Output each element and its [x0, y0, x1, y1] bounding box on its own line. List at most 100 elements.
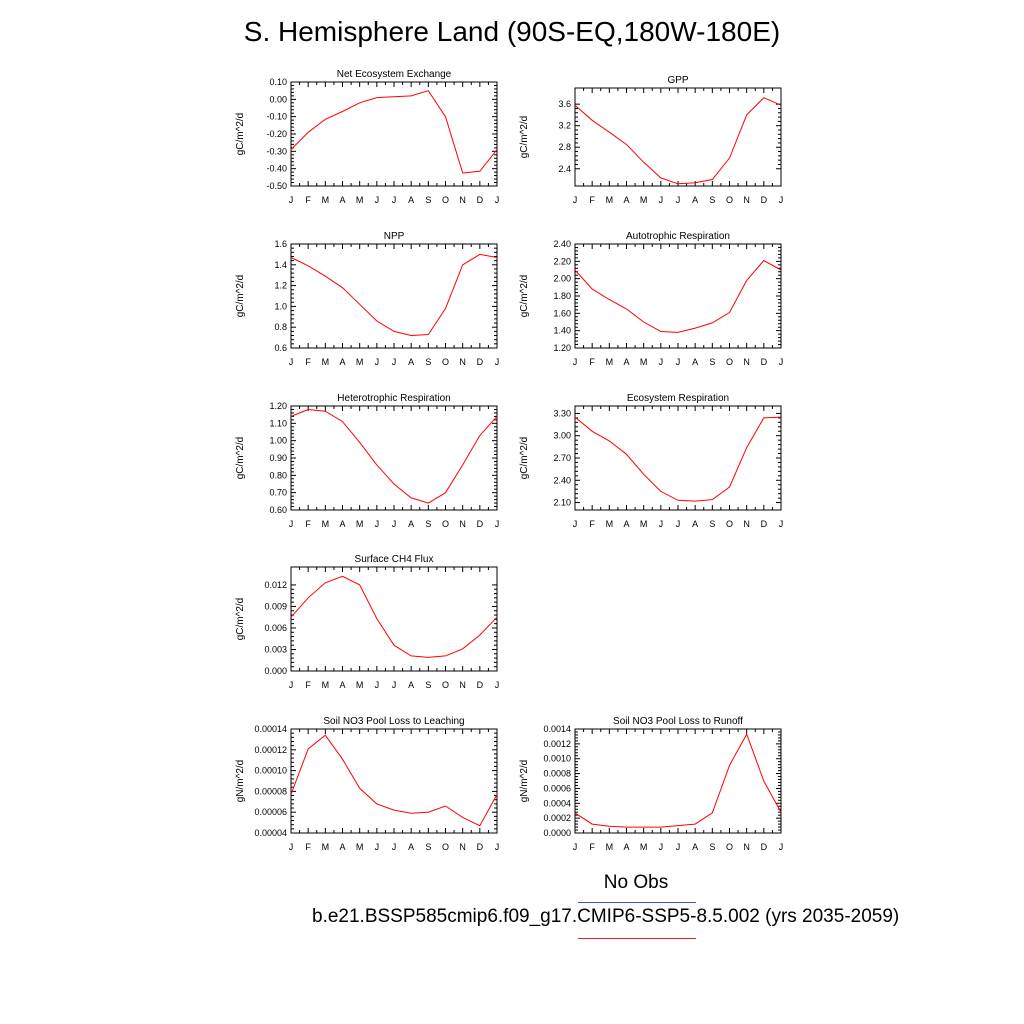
y-tick-label: 2.40	[553, 239, 571, 249]
y-tick-label: 1.00	[269, 436, 287, 446]
plot-frame	[290, 81, 498, 187]
y-tick-label: 1.6	[274, 239, 287, 249]
y-tick-label: -0.40	[266, 164, 287, 174]
x-tick-label: M	[322, 357, 330, 367]
x-tick-label: F	[305, 680, 311, 690]
y-axis-label: gC/m^2/d	[519, 275, 530, 318]
x-tick-label: J	[659, 842, 664, 852]
y-tick-label: 0.0012	[543, 739, 571, 749]
x-tick-label: F	[305, 519, 311, 529]
page-title: S. Hemisphere Land (90S-EQ,180W-180E)	[243, 16, 781, 47]
x-tick-label: J	[779, 195, 784, 205]
x-tick-label: M	[322, 195, 330, 205]
y-tick-label: 0.00010	[254, 766, 287, 776]
x-tick-label: A	[408, 842, 414, 852]
y-tick-label: 0.00012	[254, 745, 287, 755]
y-axis-label: gC/m^2/d	[235, 437, 246, 480]
x-tick-label: J	[573, 357, 578, 367]
y-tick-label: 1.80	[553, 291, 571, 301]
y-tick-label: 0.0010	[543, 754, 571, 764]
x-tick-label: D	[477, 519, 484, 529]
x-tick-label: N	[459, 195, 466, 205]
x-tick-label: F	[305, 357, 311, 367]
x-tick-label: F	[589, 195, 595, 205]
x-tick-label: A	[408, 357, 414, 367]
panel-title: Heterotrophic Respiration	[337, 393, 450, 404]
x-tick-label: M	[606, 195, 614, 205]
y-axis-label: gC/m^2/d	[235, 275, 246, 318]
y-tick-label: 3.00	[553, 431, 571, 441]
x-tick-label: D	[477, 357, 484, 367]
y-tick-label: -0.20	[266, 129, 287, 139]
x-tick-label: J	[659, 195, 664, 205]
x-tick-label: M	[322, 842, 330, 852]
x-tick-label: A	[339, 842, 345, 852]
y-tick-label: 1.2	[274, 281, 287, 291]
x-tick-label: A	[339, 680, 345, 690]
y-axis-label: gC/m^2/d	[519, 116, 530, 159]
x-tick-label: A	[408, 680, 414, 690]
x-tick-label: J	[375, 357, 380, 367]
x-tick-label: M	[640, 195, 648, 205]
x-tick-label: A	[692, 357, 698, 367]
x-tick-label: A	[623, 519, 629, 529]
x-tick-label: O	[726, 195, 733, 205]
x-tick-label: A	[692, 195, 698, 205]
panel-title: Soil NO3 Pool Loss to Runoff	[613, 716, 743, 727]
y-tick-label: 1.20	[269, 401, 287, 411]
x-tick-label: A	[623, 842, 629, 852]
y-tick-label: 0.60	[269, 505, 287, 515]
y-tick-label: 0.0004	[543, 798, 571, 808]
y-tick-label: 0.012	[264, 580, 287, 590]
x-tick-label: J	[779, 357, 784, 367]
x-tick-label: S	[709, 357, 715, 367]
x-tick-label: J	[573, 519, 578, 529]
x-tick-label: J	[495, 680, 500, 690]
y-tick-label: 0.006	[264, 623, 287, 633]
x-tick-label: J	[676, 357, 681, 367]
panel-title: GPP	[667, 75, 688, 86]
plot-frame	[290, 566, 498, 672]
y-tick-label: 0.8	[274, 322, 287, 332]
x-tick-label: D	[477, 680, 484, 690]
series-line	[574, 732, 782, 828]
y-tick-label: 3.2	[558, 121, 571, 131]
x-tick-label: J	[676, 519, 681, 529]
series-line	[290, 575, 498, 658]
x-tick-label: J	[659, 519, 664, 529]
y-tick-label: 0.80	[269, 470, 287, 480]
x-tick-label: J	[779, 519, 784, 529]
x-tick-label: J	[573, 842, 578, 852]
y-tick-label: 0.00	[269, 94, 287, 104]
plot-frame	[290, 728, 498, 834]
x-tick-label: M	[356, 680, 364, 690]
x-tick-label: M	[640, 519, 648, 529]
x-tick-label: F	[305, 195, 311, 205]
y-tick-label: 1.20	[553, 343, 571, 353]
x-tick-label: S	[709, 842, 715, 852]
x-tick-label: M	[640, 357, 648, 367]
y-tick-label: 2.70	[553, 453, 571, 463]
x-tick-label: J	[392, 195, 397, 205]
y-tick-label: 0.0000	[543, 828, 571, 838]
x-tick-label: J	[495, 519, 500, 529]
y-tick-label: 2.8	[558, 142, 571, 152]
x-tick-label: M	[322, 519, 330, 529]
x-tick-label: A	[623, 195, 629, 205]
plot-frame	[290, 405, 498, 511]
plot-frame	[574, 405, 782, 511]
x-tick-label: S	[709, 195, 715, 205]
y-tick-label: 2.40	[553, 475, 571, 485]
x-tick-label: N	[459, 842, 466, 852]
x-tick-label: J	[495, 842, 500, 852]
x-tick-label: J	[375, 519, 380, 529]
y-tick-label: 2.10	[553, 498, 571, 508]
plot-frame	[574, 87, 782, 187]
y-tick-label: 1.10	[269, 418, 287, 428]
x-tick-label: A	[692, 842, 698, 852]
x-tick-label: A	[408, 519, 414, 529]
